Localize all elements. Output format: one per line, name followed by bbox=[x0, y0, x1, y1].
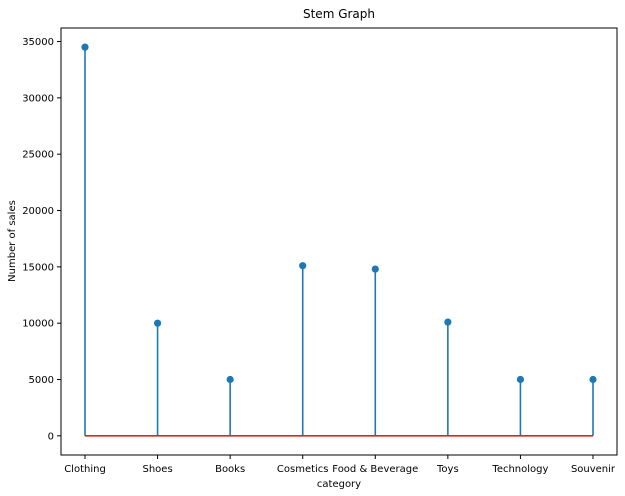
x-tick-label: Technology bbox=[491, 464, 548, 475]
stem-marker bbox=[371, 265, 379, 273]
stem-markers bbox=[81, 43, 597, 384]
x-tick-label: Souvenir bbox=[571, 464, 616, 475]
y-tick-label: 10000 bbox=[22, 319, 54, 330]
y-axis-label: Number of sales bbox=[7, 200, 18, 282]
y-tick-label: 30000 bbox=[22, 93, 54, 104]
chart-title: Stem Graph bbox=[303, 7, 375, 21]
x-tick-label: Food & Beverage bbox=[332, 464, 418, 475]
plot-area-frame bbox=[60, 27, 618, 456]
y-tick-label: 35000 bbox=[22, 37, 54, 48]
x-tick-label: Clothing bbox=[64, 464, 106, 475]
x-tick-label: Shoes bbox=[142, 464, 172, 475]
stem-marker bbox=[516, 375, 525, 384]
stem-marker bbox=[444, 318, 452, 326]
x-tick-label: Books bbox=[215, 464, 245, 475]
x-axis: Clothing Shoes Books Cosmetics Food & Bevera… bbox=[64, 455, 616, 475]
x-tick-label: Toys bbox=[436, 464, 459, 475]
y-tick-label: 20000 bbox=[22, 206, 54, 217]
stem-marker bbox=[153, 319, 162, 327]
x-axis-label: category bbox=[317, 479, 361, 490]
stem-marker bbox=[226, 375, 234, 384]
x-tick-label: Cosmetics bbox=[277, 464, 329, 475]
y-tick-label: 15000 bbox=[22, 262, 54, 273]
y-axis: 0 5000 10000 15000 20000 25000 30000 35000 bbox=[22, 37, 61, 442]
stem-marker bbox=[299, 262, 307, 270]
stem-marker bbox=[589, 375, 597, 384]
y-tick-label: 0 bbox=[48, 431, 54, 442]
y-tick-label: 25000 bbox=[22, 150, 54, 161]
stem-marker bbox=[81, 43, 89, 51]
stem-series bbox=[84, 47, 594, 436]
y-tick-label: 5000 bbox=[29, 375, 54, 386]
